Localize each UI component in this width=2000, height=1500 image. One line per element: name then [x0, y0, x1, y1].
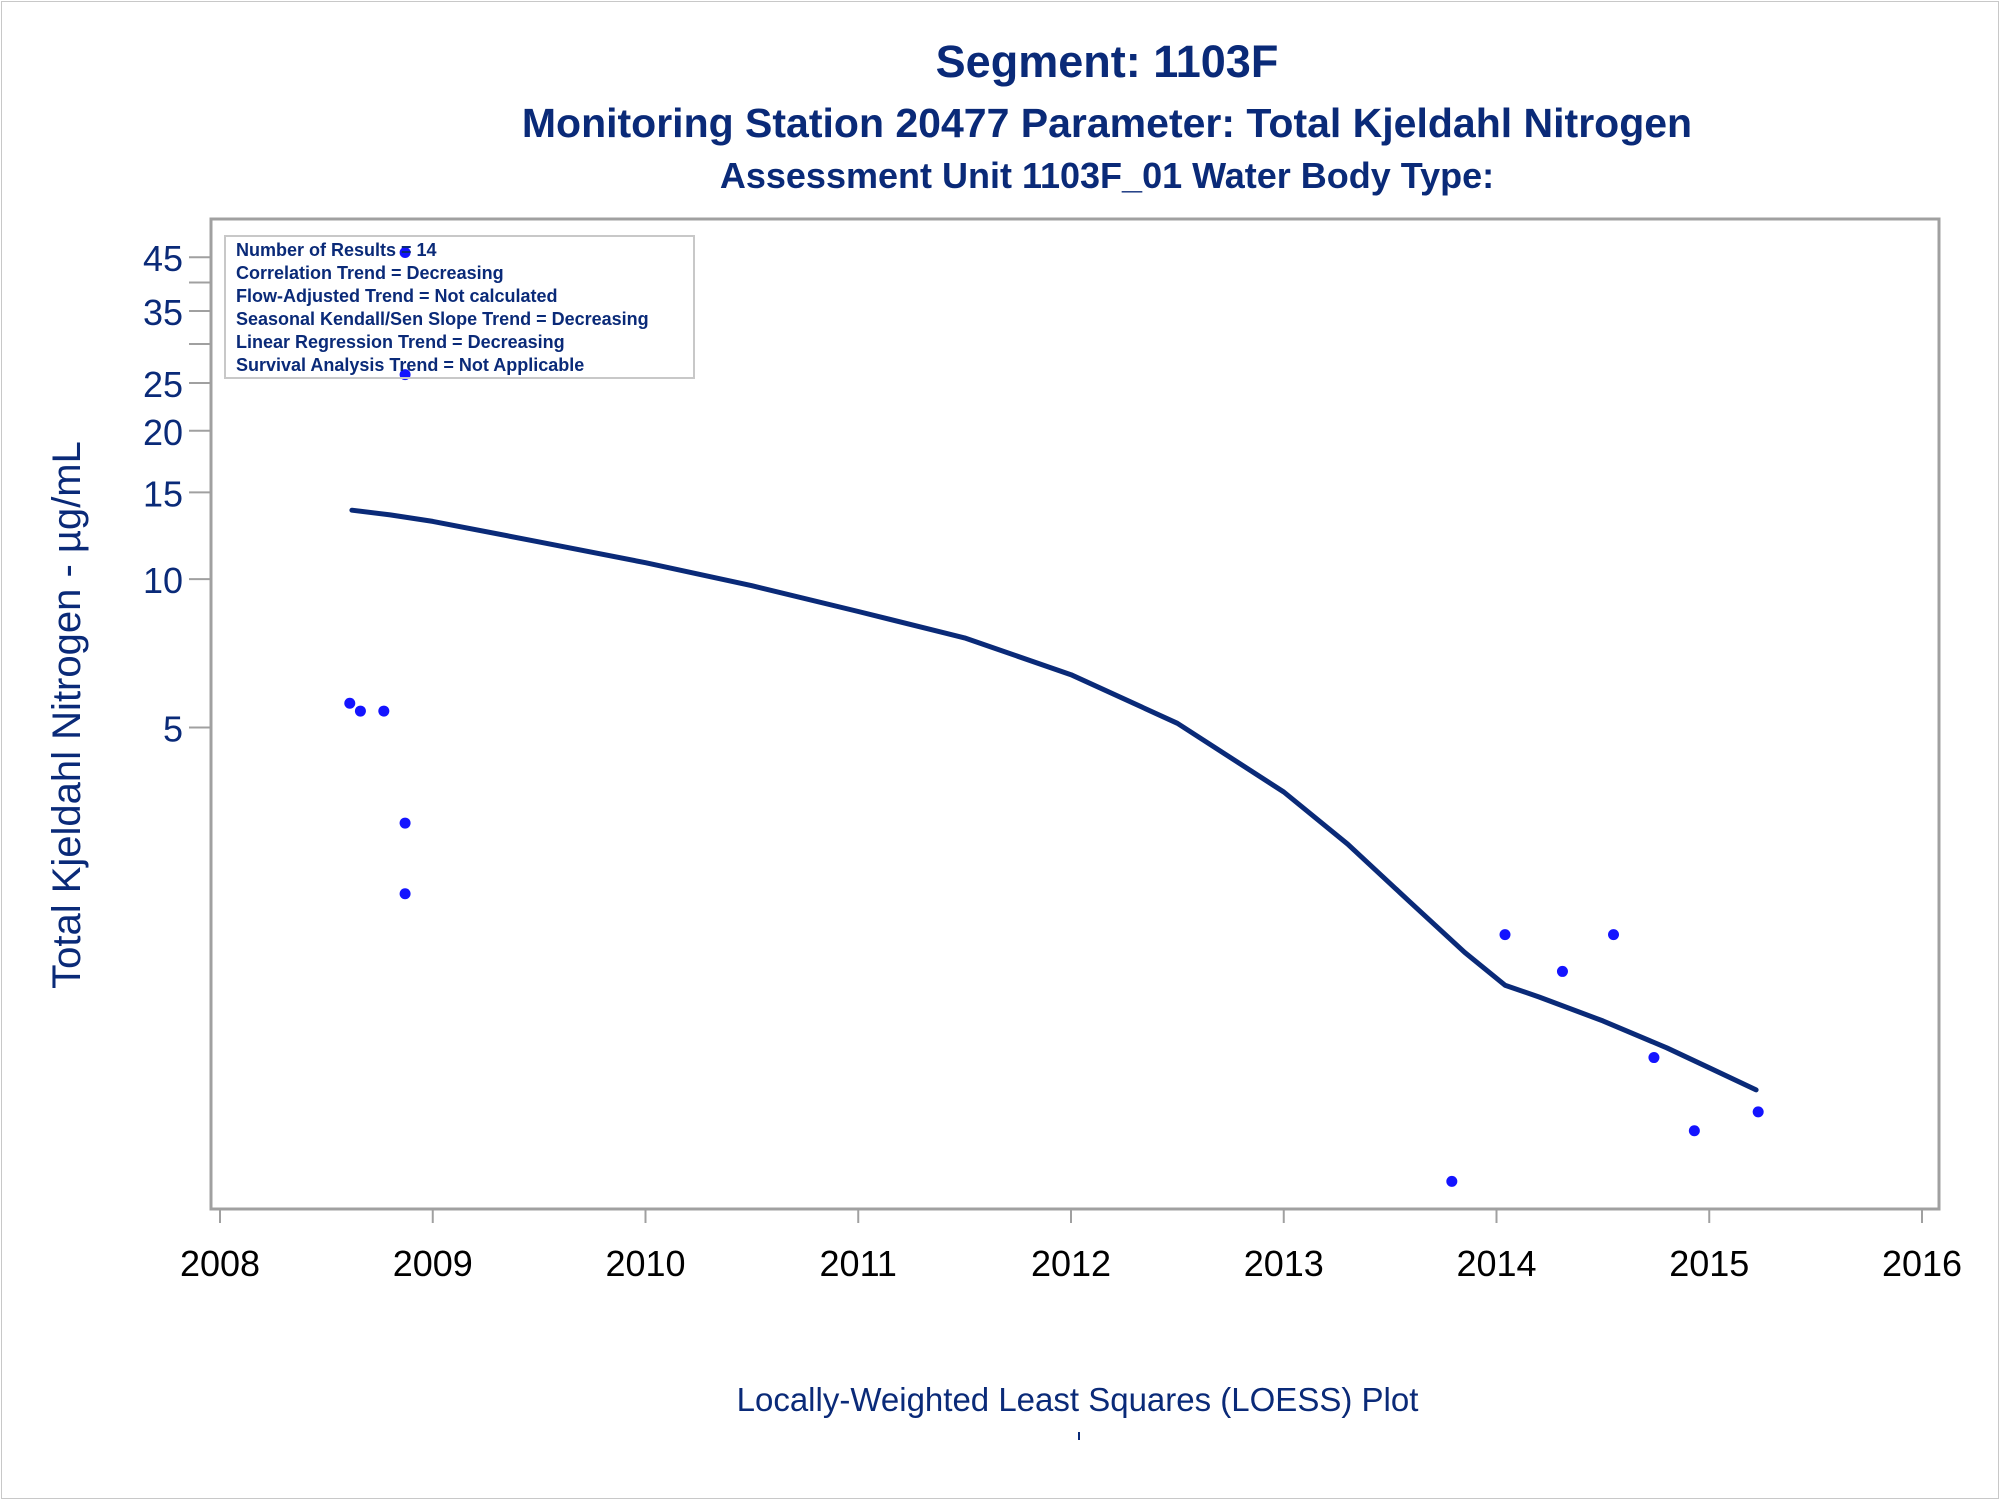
y-tick-label: 45	[143, 238, 183, 279]
data-point	[378, 705, 390, 717]
y-tick-label: 20	[143, 412, 183, 453]
data-point	[1499, 929, 1511, 941]
annotation-line: Survival Analysis Trend = Not Applicable	[236, 355, 584, 375]
y-tick-label: 5	[163, 709, 183, 750]
data-point	[1648, 1052, 1660, 1064]
x-tick-label: 2013	[1244, 1243, 1324, 1284]
x-tick-label: 2016	[1882, 1243, 1962, 1284]
data-points	[344, 247, 1764, 1187]
x-tick-label: 2008	[180, 1243, 260, 1284]
loess-curve	[349, 507, 1759, 1093]
annotation-line: Flow-Adjusted Trend = Not calculated	[236, 286, 558, 306]
y-axis: 5 10 15 20 25 35 45	[143, 238, 211, 750]
x-tick-label: 2015	[1669, 1243, 1749, 1284]
x-tick-label: 2011	[820, 1243, 897, 1284]
y-tick-label: 25	[143, 364, 183, 405]
data-point	[1608, 929, 1620, 941]
x-tick-label: 2010	[605, 1243, 685, 1284]
data-point	[1752, 1106, 1764, 1118]
footnote-tick	[1078, 1432, 1080, 1440]
annotation-line: Linear Regression Trend = Decreasing	[236, 332, 565, 352]
x-tick-label: 2014	[1456, 1243, 1536, 1284]
plot-footnote: Locally-Weighted Least Squares (LOESS) P…	[736, 1381, 1419, 1418]
x-axis: 2008 2009 2010 2011 2012 2013 2014 2015 2016	[180, 1209, 1962, 1284]
annotation-line: Number of Results = 14	[236, 240, 437, 260]
data-point	[1556, 965, 1568, 977]
y-tick-label: 15	[143, 473, 183, 514]
annotation-line: Correlation Trend = Decreasing	[236, 263, 504, 283]
y-axis-label: Total Kjeldahl Nitrogen - µg/mL	[45, 441, 89, 989]
chart-title: Segment: 1103F	[935, 36, 1279, 87]
data-point	[399, 247, 411, 259]
loess-line	[349, 507, 1759, 1093]
chart-subtitle-2: Assessment Unit 1103F_01 Water Body Type…	[719, 155, 1495, 196]
chart-subtitle: Monitoring Station 20477 Parameter: Tota…	[521, 100, 1693, 146]
annotation-frame	[224, 235, 695, 379]
x-tick-label: 2012	[1031, 1243, 1111, 1284]
y-tick-label: 35	[143, 292, 183, 333]
annotation-line: Seasonal Kendall/Sen Slope Trend = Decre…	[236, 309, 649, 329]
data-point	[354, 705, 366, 717]
data-point	[399, 817, 411, 829]
y-tick-label: 10	[143, 560, 183, 601]
data-point	[399, 888, 411, 900]
x-tick-label: 2009	[393, 1243, 473, 1284]
data-point	[344, 697, 356, 709]
plot-area-frame	[209, 217, 1941, 1211]
data-point	[1688, 1125, 1700, 1137]
data-point	[1446, 1175, 1458, 1187]
trend-annotation-box: Number of Results = 14 Correlation Trend …	[224, 235, 695, 379]
